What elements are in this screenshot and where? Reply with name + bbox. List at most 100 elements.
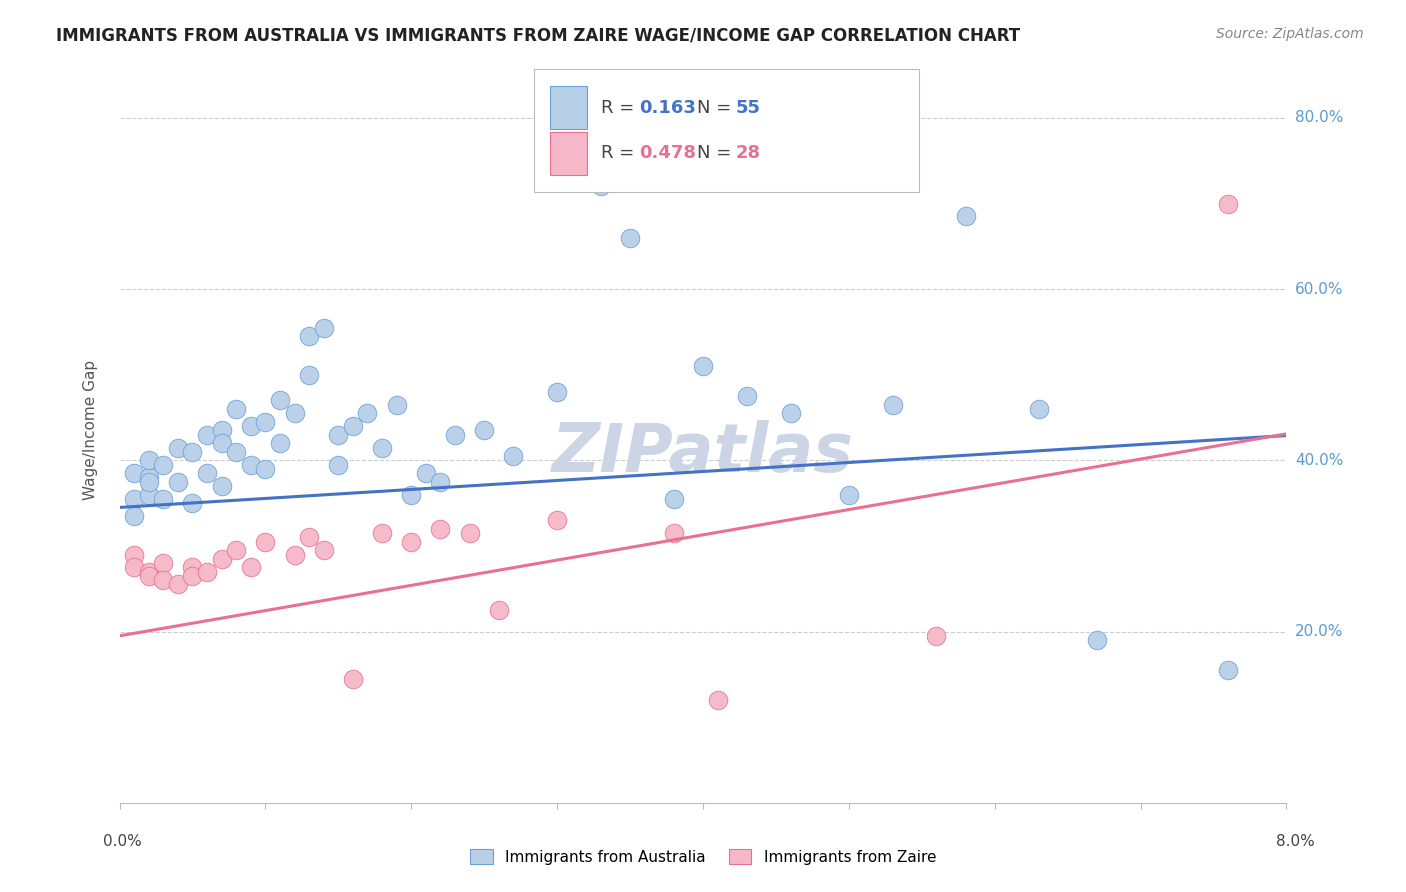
Point: [122, 548, 145, 562]
Point: [546, 384, 568, 399]
Point: [254, 462, 277, 476]
Point: [1085, 633, 1108, 648]
Point: [122, 491, 145, 506]
Point: [195, 565, 218, 579]
Text: 0.0%: 0.0%: [103, 834, 142, 848]
Point: [882, 398, 904, 412]
Text: 55: 55: [735, 99, 761, 117]
Point: [138, 470, 160, 484]
Text: Source: ZipAtlas.com: Source: ZipAtlas.com: [1216, 27, 1364, 41]
Text: N =: N =: [697, 145, 737, 162]
Legend: Immigrants from Australia, Immigrants from Zaire: Immigrants from Australia, Immigrants fr…: [464, 843, 942, 871]
Point: [152, 491, 174, 506]
Point: [211, 479, 233, 493]
Point: [239, 458, 262, 472]
Text: 0.478: 0.478: [638, 145, 696, 162]
Point: [166, 577, 188, 591]
Point: [269, 393, 291, 408]
Point: [371, 526, 394, 541]
Text: 40.0%: 40.0%: [1295, 453, 1343, 468]
Point: [662, 526, 685, 541]
Point: [138, 475, 160, 489]
Point: [138, 453, 160, 467]
Point: [1218, 663, 1240, 677]
Point: [284, 548, 307, 562]
Point: [122, 466, 145, 480]
Point: [429, 475, 451, 489]
Point: [444, 427, 467, 442]
Point: [138, 569, 160, 583]
Text: 0.163: 0.163: [638, 99, 696, 117]
FancyBboxPatch shape: [534, 70, 920, 192]
Point: [925, 629, 948, 643]
Point: [546, 513, 568, 527]
Text: N =: N =: [697, 99, 737, 117]
Point: [488, 603, 510, 617]
Point: [619, 231, 641, 245]
Point: [138, 487, 160, 501]
Point: [195, 466, 218, 480]
Point: [385, 398, 408, 412]
Point: [152, 458, 174, 472]
Point: [706, 693, 728, 707]
Y-axis label: Wage/Income Gap: Wage/Income Gap: [83, 360, 98, 500]
Point: [662, 491, 685, 506]
Point: [181, 569, 204, 583]
Point: [166, 475, 188, 489]
Point: [269, 436, 291, 450]
Point: [779, 406, 801, 420]
Point: [838, 487, 860, 501]
Text: R =: R =: [602, 99, 641, 117]
Point: [401, 534, 423, 549]
Point: [122, 560, 145, 574]
Text: ZIPatlas: ZIPatlas: [553, 420, 853, 486]
Point: [589, 179, 612, 194]
Point: [211, 436, 233, 450]
Point: [458, 526, 481, 541]
Point: [166, 441, 188, 455]
FancyBboxPatch shape: [550, 132, 588, 175]
Text: IMMIGRANTS FROM AUSTRALIA VS IMMIGRANTS FROM ZAIRE WAGE/INCOME GAP CORRELATION C: IMMIGRANTS FROM AUSTRALIA VS IMMIGRANTS …: [56, 27, 1021, 45]
Point: [298, 530, 321, 544]
Point: [122, 508, 145, 523]
Point: [225, 444, 247, 458]
Text: 28: 28: [735, 145, 761, 162]
Point: [312, 543, 335, 558]
Point: [502, 449, 524, 463]
Text: 60.0%: 60.0%: [1295, 282, 1343, 297]
Point: [254, 534, 277, 549]
Point: [239, 560, 262, 574]
Point: [284, 406, 307, 420]
Point: [225, 543, 247, 558]
Point: [195, 427, 218, 442]
Point: [328, 458, 350, 472]
Point: [342, 672, 364, 686]
Point: [401, 487, 423, 501]
Text: 80.0%: 80.0%: [1295, 111, 1343, 126]
FancyBboxPatch shape: [550, 87, 588, 129]
Text: R =: R =: [602, 145, 641, 162]
Point: [735, 389, 758, 403]
Point: [225, 402, 247, 417]
Point: [152, 573, 174, 587]
Point: [298, 368, 321, 382]
Point: [371, 441, 394, 455]
Point: [1218, 196, 1240, 211]
Text: 20.0%: 20.0%: [1295, 624, 1343, 639]
Point: [254, 415, 277, 429]
Point: [429, 522, 451, 536]
Text: 8.0%: 8.0%: [1275, 834, 1315, 848]
Point: [181, 560, 204, 574]
Point: [239, 419, 262, 434]
Point: [415, 466, 437, 480]
Point: [356, 406, 378, 420]
Point: [342, 419, 364, 434]
Point: [328, 427, 350, 442]
Point: [138, 565, 160, 579]
Point: [181, 444, 204, 458]
Point: [298, 329, 321, 343]
Point: [152, 556, 174, 570]
Point: [955, 210, 977, 224]
Point: [211, 423, 233, 437]
Point: [181, 496, 204, 510]
